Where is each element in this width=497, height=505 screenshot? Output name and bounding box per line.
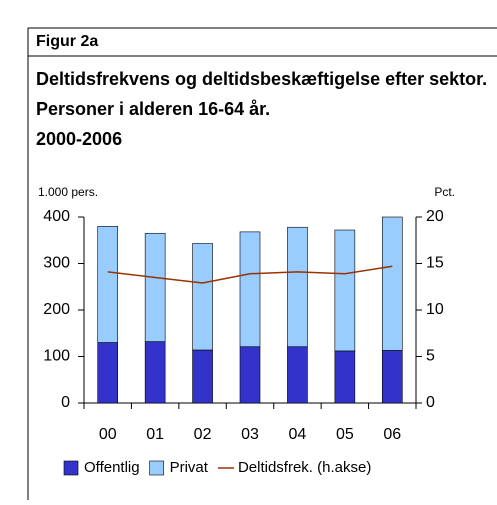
chart-title: Deltidsfrekvens og deltidsbeskæftigelse …: [36, 69, 487, 149]
bar: [239, 346, 261, 404]
y2-axis-label: Pct.: [434, 185, 455, 199]
y-axis-label: 1.000 pers.: [38, 185, 98, 199]
bar: [334, 350, 356, 404]
legend-label: Privat: [170, 459, 209, 476]
x-tick-label: 02: [194, 426, 212, 443]
bar: [144, 232, 166, 342]
x-tick-label: 03: [241, 426, 259, 443]
legend-swatch: [149, 460, 164, 476]
line-series: [107, 265, 393, 284]
legend-label: Offentlig: [84, 459, 140, 476]
y2-tick-label: 5: [426, 348, 435, 365]
bar: [381, 350, 403, 404]
bar: [239, 231, 261, 348]
bar: [192, 349, 213, 404]
bar: [97, 226, 119, 343]
bar: [287, 346, 308, 404]
x-tick-label: 00: [99, 426, 117, 443]
y-tick-label: 100: [43, 348, 70, 365]
y-tick-label: 400: [43, 208, 70, 225]
x-tick-label: 01: [146, 426, 164, 443]
y-tick-label: 300: [43, 255, 70, 272]
bar: [144, 341, 166, 404]
y2-tick-label: 10: [426, 301, 444, 318]
figure-label: Figur 2a: [36, 33, 98, 50]
y-tick-label: 0: [61, 394, 70, 411]
bar: [287, 226, 308, 348]
y2-tick-label: 15: [426, 255, 444, 272]
y2-tick-label: 0: [426, 394, 435, 411]
x-tick-label: 06: [383, 426, 401, 443]
legend-label: Deltidsfrek. (h.akse): [238, 459, 371, 476]
bar: [334, 229, 356, 352]
y-tick-label: 200: [43, 301, 70, 318]
bar: [381, 216, 403, 351]
legend-swatch: [63, 460, 79, 476]
bar: [97, 342, 119, 404]
bar: [192, 243, 213, 351]
y2-tick-label: 20: [426, 208, 444, 225]
x-tick-label: 05: [336, 426, 354, 443]
x-tick-label: 04: [289, 426, 307, 443]
